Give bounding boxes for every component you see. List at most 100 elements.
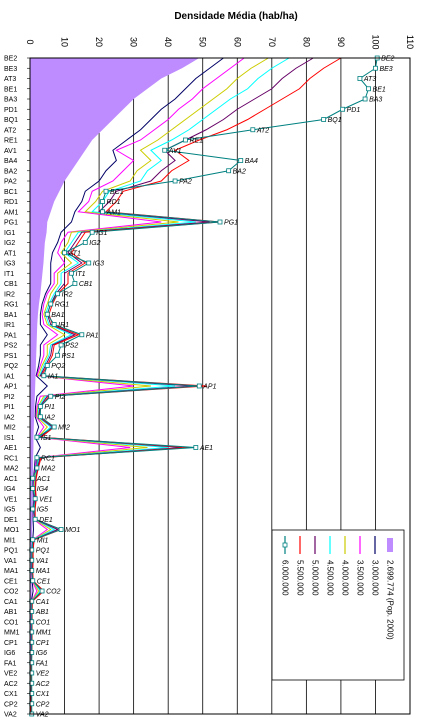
series-point: [196, 383, 202, 389]
data-label: AP1: [202, 384, 216, 391]
series-point: [340, 106, 346, 112]
series-point: [41, 373, 47, 379]
category-label: VE1: [4, 496, 17, 503]
category-label: PQ2: [4, 363, 18, 370]
category-label: AC2: [4, 681, 18, 688]
data-label: IA1: [48, 373, 59, 380]
series-point: [30, 537, 36, 543]
series-point: [34, 465, 40, 471]
category-label: IS1: [4, 435, 15, 442]
data-label: CO2: [46, 589, 61, 596]
category-label: PD1: [4, 107, 18, 114]
category-label: BE3: [4, 66, 17, 73]
series-point: [82, 240, 88, 245]
category-label: MO1: [4, 527, 19, 534]
series-point: [30, 506, 36, 512]
x-tick-label: 50: [198, 37, 208, 47]
legend-label: 4.500.000: [326, 560, 335, 596]
category-label: BA2: [4, 168, 17, 175]
category-label: IA2: [4, 414, 15, 421]
category-label: IG5: [4, 507, 15, 514]
data-label: BA3: [369, 97, 382, 104]
series-area: [30, 58, 200, 714]
category-label: FA1: [4, 660, 17, 667]
legend-swatch: [387, 538, 393, 552]
category-label: CX1: [4, 691, 18, 698]
series-point: [48, 301, 54, 307]
series-point: [34, 455, 40, 461]
data-label: PA2: [179, 179, 192, 186]
data-label: AC1: [36, 476, 51, 483]
data-label: PI1: [44, 404, 55, 411]
series-point: [37, 414, 43, 420]
category-label: BE1: [4, 86, 17, 93]
category-label: IR2: [4, 291, 15, 298]
series-point: [30, 578, 36, 584]
category-label: MI1: [4, 537, 16, 544]
data-label: CX1: [36, 691, 50, 698]
legend-label: 3.000.000: [371, 560, 380, 596]
data-label: BA4: [245, 158, 258, 165]
data-label: IG4: [37, 486, 48, 493]
data-label: RD1: [107, 199, 121, 206]
data-label: AT1: [68, 250, 81, 257]
category-label: VA2: [4, 712, 17, 719]
category-label: AP1: [4, 384, 17, 391]
x-tick-label: 70: [267, 37, 277, 47]
category-label: AT2: [4, 127, 16, 134]
category-label: AM1: [4, 209, 19, 216]
data-label: IA2: [44, 414, 55, 421]
plot-border: [29, 57, 411, 715]
category-label: AE1: [4, 445, 17, 452]
data-label: CP1: [36, 640, 50, 647]
legend-label: 3.500.000: [356, 560, 365, 596]
x-tick-label: 60: [232, 37, 242, 47]
series-point: [183, 137, 188, 143]
series-point: [44, 311, 50, 317]
data-label: CE1: [37, 578, 51, 585]
data-label: PG1: [224, 220, 238, 227]
series-point: [89, 229, 95, 235]
series-point: [366, 86, 371, 92]
series-point: [48, 393, 54, 399]
category-label: PI2: [4, 394, 15, 401]
data-label: AB1: [35, 609, 49, 616]
series-point: [69, 270, 74, 276]
data-label: VE1: [39, 496, 52, 503]
x-tick-label: 80: [301, 37, 311, 47]
series-point: [357, 76, 363, 81]
series-point: [100, 209, 105, 215]
data-label: MM1: [36, 630, 52, 637]
series-point: [238, 158, 244, 163]
x-tick-label: 90: [336, 37, 346, 47]
category-label: RG1: [4, 302, 19, 309]
data-label: VE2: [36, 671, 49, 678]
data-label: BE1: [373, 86, 386, 93]
data-label: PS2: [65, 343, 78, 350]
series-point: [58, 342, 64, 348]
series-point: [193, 445, 199, 450]
series-point: [58, 527, 64, 532]
data-label: PQ2: [51, 363, 65, 370]
category-label: IG4: [4, 486, 15, 493]
data-label: IT1: [75, 271, 85, 278]
category-label: CO1: [4, 619, 19, 626]
category-label: MA1: [4, 568, 19, 575]
data-label: BA1: [51, 312, 64, 319]
series-point: [250, 127, 256, 133]
series-line: [30, 57, 342, 714]
axis-layer: 0 10 20 30 40 50 60 70 80 90 100 110BE2BE3AT3BE1BA3…: [4, 34, 415, 718]
category-label: RC1: [4, 455, 18, 462]
category-label: PG1: [4, 220, 18, 227]
data-label: CP2: [36, 701, 50, 708]
category-label: DE1: [4, 517, 18, 524]
category-label: IA1: [4, 373, 15, 380]
x-tick-label: 10: [60, 37, 70, 47]
category-label: CE1: [4, 578, 18, 585]
data-label: VA1: [36, 558, 49, 565]
category-label: AT1: [4, 250, 16, 257]
series-point: [172, 178, 178, 184]
category-label: IR1: [4, 322, 15, 329]
category-label: RD1: [4, 199, 18, 206]
